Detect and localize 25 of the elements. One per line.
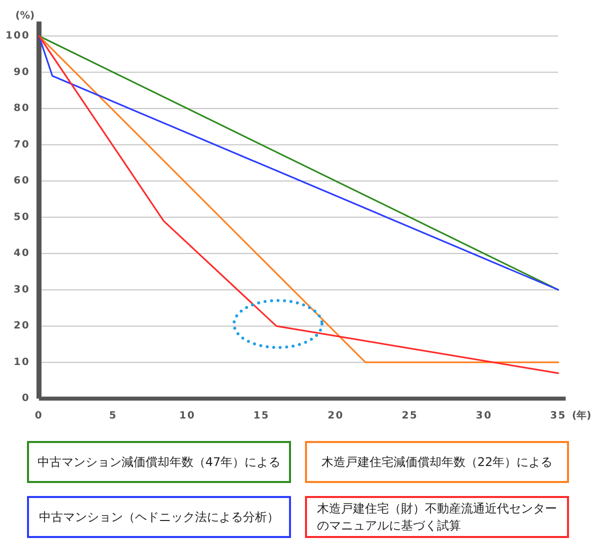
y-tick-label: 90: [14, 66, 30, 78]
text: 木造戸建住宅減価償却年数（22年）による: [321, 455, 553, 469]
x-tick-label: 25: [402, 410, 418, 422]
y-tick-label: 70: [14, 139, 30, 150]
x-tick-label: 15: [253, 410, 270, 422]
y-tick-label: 60: [14, 176, 30, 187]
x-axis-title: (年): [572, 410, 592, 422]
text: 中古マンション減価償却年数（47年）による: [37, 455, 281, 469]
x-tick-label: 35: [550, 410, 566, 422]
x-tick-label: 30: [476, 410, 492, 422]
y-tick-label: 30: [14, 284, 30, 296]
text: 中古マンション（ヘドニック法による分析）: [39, 510, 279, 524]
y-tick-label: 100: [6, 30, 30, 42]
text: 木造戸建住宅（財）不動産流通近代センターのマニュアルに基づく試算: [317, 502, 557, 532]
y-axis-title: (%): [15, 10, 35, 22]
y-tick-label: 0: [22, 393, 30, 404]
x-tick-label: 20: [328, 410, 344, 422]
x-tick-label: 5: [109, 410, 118, 422]
y-tick-label: 10: [14, 356, 30, 368]
y-tick-label: 20: [14, 320, 30, 332]
y-tick-label: 80: [14, 103, 30, 114]
x-tick-label: 10: [179, 410, 196, 422]
x-tick-label: 0: [34, 410, 44, 422]
y-tick-label: 50: [14, 212, 30, 223]
y-tick-label: 40: [14, 248, 30, 260]
